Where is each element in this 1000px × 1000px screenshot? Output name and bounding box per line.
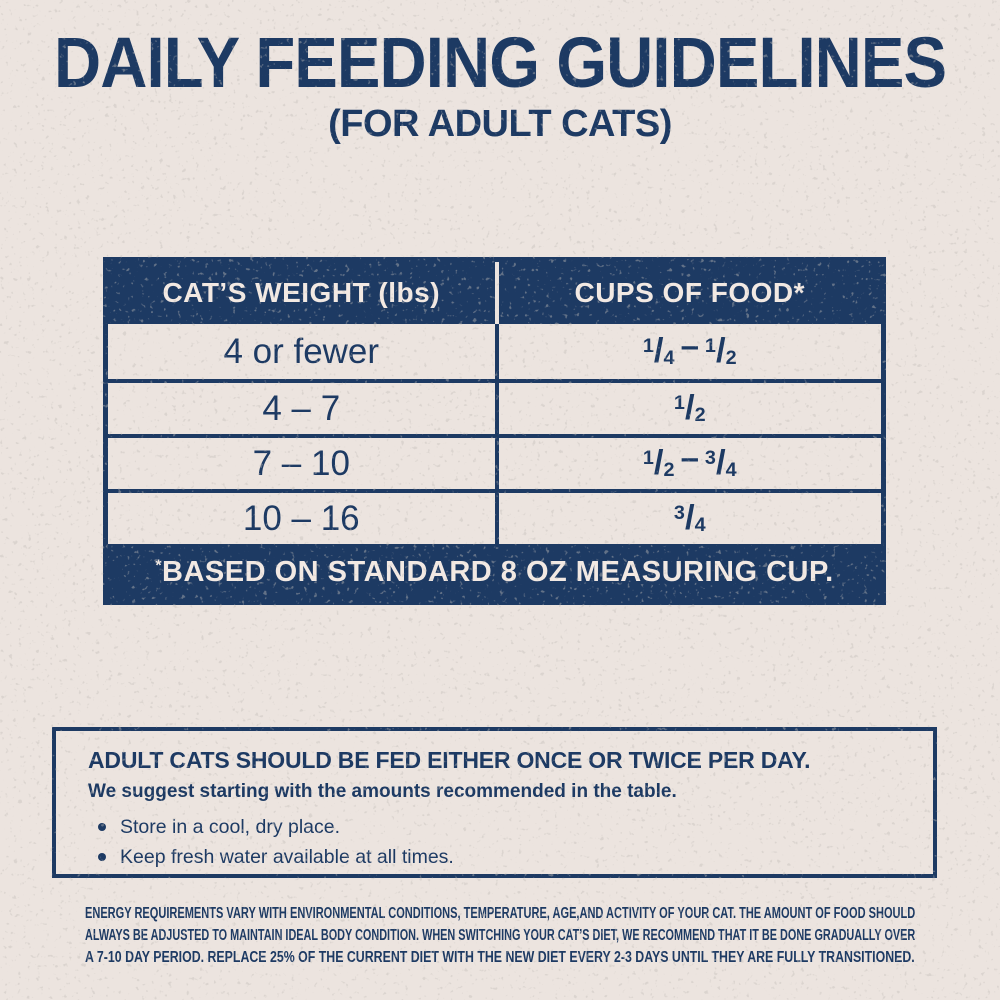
weight-cell: 4 – 7 bbox=[262, 388, 341, 428]
bullet-dot bbox=[98, 823, 106, 831]
fraction: 1/4 bbox=[643, 332, 675, 371]
title-block: DAILY FEEDING GUIDELINES (FOR ADULT CATS… bbox=[0, 0, 1000, 146]
fraction-slash: / bbox=[653, 444, 664, 482]
fine-print-line: ENERGY REQUIREMENTS VARY WITH ENVIRONMEN… bbox=[85, 905, 916, 922]
cups-cell: 1/2–3/4 bbox=[494, 438, 882, 489]
range-dash: – bbox=[680, 326, 699, 364]
info-heading: ADULT CATS SHOULD BE FED EITHER ONCE OR … bbox=[88, 747, 811, 773]
bullet-text: Keep fresh water available at all times. bbox=[120, 845, 454, 868]
fine-print-line: A 7-10 DAY PERIOD. REPLACE 25% OF THE CU… bbox=[85, 949, 915, 966]
fraction-slash: / bbox=[715, 444, 726, 482]
cups-cell: 1/4–1/2 bbox=[494, 324, 882, 379]
fraction-denominator: 2 bbox=[725, 346, 737, 369]
table-footnote: *BASED ON STANDARD 8 OZ MEASURING CUP. bbox=[155, 556, 833, 589]
table-body: 4 or fewer 1/4–1/2 4 – 7 1/2 7 – 10 1/2–3/4 10… bbox=[108, 324, 881, 544]
bullet-list: Store in a cool, dry place. Keep fresh wa… bbox=[88, 812, 903, 872]
table-footnote-row: *BASED ON STANDARD 8 OZ MEASURING CUP. bbox=[108, 544, 881, 600]
table-row: 4 – 7 1/2 bbox=[108, 379, 881, 434]
table-row: 7 – 10 1/2–3/4 bbox=[108, 434, 881, 489]
bullet-dot bbox=[98, 853, 106, 861]
fraction: 3/4 bbox=[674, 499, 706, 538]
table-header-row: CAT’S WEIGHT (lbs) CUPS OF FOOD* bbox=[108, 262, 881, 324]
fraction-denominator: 2 bbox=[694, 403, 706, 426]
fraction-denominator: 4 bbox=[663, 346, 675, 369]
fraction-numerator: 1 bbox=[704, 334, 716, 357]
page-subtitle: (FOR ADULT CATS) bbox=[328, 103, 672, 145]
weight-cell: 10 – 16 bbox=[242, 498, 360, 538]
range-dash: – bbox=[680, 438, 699, 476]
fraction-numerator: 1 bbox=[673, 391, 685, 414]
fraction: 1/2 bbox=[705, 332, 737, 371]
table-row: 4 or fewer 1/4–1/2 bbox=[108, 324, 881, 379]
fine-print: ENERGY REQUIREMENTS VARY WITH ENVIRONMEN… bbox=[85, 903, 915, 969]
fraction-numerator: 1 bbox=[642, 446, 654, 469]
cups-cell: 1/2 bbox=[494, 383, 882, 434]
page-title: DAILY FEEDING GUIDELINES bbox=[53, 24, 947, 103]
fraction-denominator: 4 bbox=[725, 458, 737, 481]
fraction-numerator: 3 bbox=[704, 446, 716, 469]
footnote-text: BASED ON STANDARD 8 OZ MEASURING CUP. bbox=[162, 555, 834, 588]
cups-cell: 3/4 bbox=[494, 493, 882, 544]
fraction-slash: / bbox=[653, 332, 664, 370]
table-row: 10 – 16 3/4 bbox=[108, 489, 881, 544]
bullet-text: Store in a cool, dry place. bbox=[120, 815, 341, 838]
info-subheading: We suggest starting with the amounts rec… bbox=[88, 781, 677, 802]
list-item: Store in a cool, dry place. bbox=[88, 812, 903, 842]
footnote-asterisk: * bbox=[155, 556, 163, 574]
info-box: ADULT CATS SHOULD BE FED EITHER ONCE OR … bbox=[52, 727, 937, 878]
weight-cell: 4 or fewer bbox=[223, 331, 380, 371]
feeding-table: CAT’S WEIGHT (lbs) CUPS OF FOOD* 4 or fe… bbox=[103, 257, 886, 605]
cups-header-cell: CUPS OF FOOD* bbox=[494, 262, 882, 324]
fraction-numerator: 3 bbox=[673, 501, 685, 524]
fraction-numerator: 1 bbox=[642, 334, 654, 357]
fraction-slash: / bbox=[684, 389, 695, 427]
fraction: 1/2 bbox=[643, 444, 675, 483]
weight-cell: 7 – 10 bbox=[252, 443, 350, 483]
fine-print-line: ALWAYS BE ADJUSTED TO MAINTAIN IDEAL BOD… bbox=[85, 927, 916, 944]
fraction: 1/2 bbox=[674, 389, 706, 428]
list-item: Keep fresh water available at all times. bbox=[88, 842, 903, 872]
fraction-denominator: 2 bbox=[663, 458, 675, 481]
weight-header-cell: CAT’S WEIGHT (lbs) bbox=[162, 277, 441, 308]
fraction-denominator: 4 bbox=[694, 513, 706, 536]
fraction-slash: / bbox=[715, 332, 726, 370]
fraction-slash: / bbox=[684, 499, 695, 537]
fraction: 3/4 bbox=[705, 444, 737, 483]
